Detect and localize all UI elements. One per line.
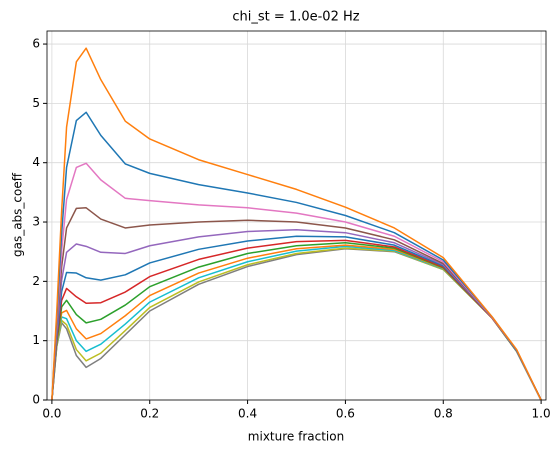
x-tick-label: 0.6 — [336, 407, 355, 421]
y-tick-label: 3 — [32, 215, 40, 229]
x-tick-label: 0.2 — [140, 407, 159, 421]
y-tick-label: 0 — [32, 393, 40, 407]
plot-frame — [46, 30, 547, 401]
data-line — [51, 207, 542, 401]
x-tick-label: 1.0 — [532, 407, 551, 421]
y-tick-label: 4 — [32, 155, 40, 169]
y-tick-label: 5 — [32, 96, 40, 110]
y-tick-label: 1 — [32, 333, 40, 347]
data-line — [51, 47, 542, 401]
data-line — [51, 111, 542, 401]
y-axis-label: gas_abs_coeff — [11, 172, 25, 257]
data-line — [51, 162, 542, 401]
y-tick-label: 6 — [32, 37, 40, 51]
x-tick-label: 0.0 — [42, 407, 61, 421]
chart-title: chi_st = 1.0e-02 Hz — [232, 10, 359, 25]
x-axis-label: mixture fraction — [248, 430, 344, 444]
y-tick-label: 2 — [32, 274, 40, 288]
x-tick-label: 0.8 — [434, 407, 453, 421]
x-tick-label: 0.4 — [238, 407, 257, 421]
